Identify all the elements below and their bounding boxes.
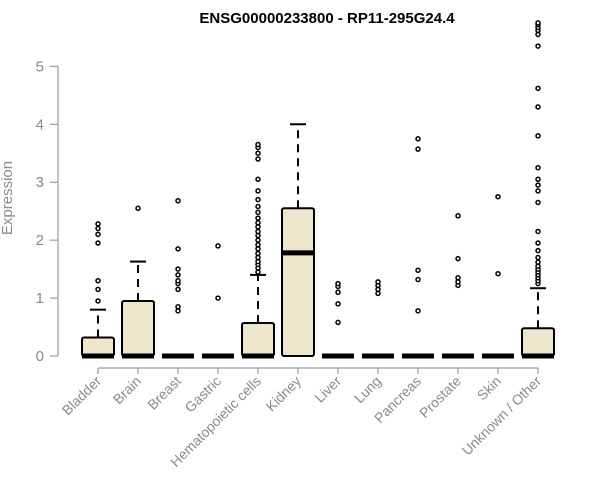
outlier-point (535, 228, 541, 235)
outlier-point (535, 20, 541, 26)
outlier-point (215, 295, 221, 301)
outlier-point (175, 277, 181, 284)
outlier-point (135, 205, 141, 212)
outlier-point (455, 275, 461, 281)
outlier-point (255, 196, 261, 203)
outlier-point (255, 215, 261, 221)
outlier-point (535, 104, 541, 110)
outlier-point (215, 243, 221, 249)
outlier-point (535, 182, 541, 188)
box-kidney (281, 123, 315, 357)
outlier-point (175, 304, 181, 310)
x-tick-label: Skin (474, 373, 505, 404)
outlier-point (535, 176, 541, 183)
outlier-point (255, 209, 261, 216)
iqr-box (521, 327, 555, 358)
box-liver (322, 280, 354, 359)
outlier-point (95, 240, 101, 246)
outlier-point (535, 259, 541, 265)
outlier-point (335, 280, 341, 287)
box-breast (162, 197, 194, 359)
box-pancreas (402, 136, 434, 359)
outlier-point (255, 220, 261, 226)
x-tick-label: Prostate (416, 373, 464, 421)
outlier-point (175, 246, 181, 252)
outlier-point (175, 286, 181, 293)
outlier-point (95, 286, 101, 293)
outlier-point (535, 133, 541, 139)
outlier-point (535, 188, 541, 194)
outlier-point (535, 254, 541, 261)
outlier-point (255, 228, 261, 235)
outlier-point (375, 279, 381, 285)
outlier-point (255, 237, 261, 243)
outlier-point (455, 255, 461, 262)
x-tick-label: Bladder (59, 373, 105, 419)
outlier-point (95, 221, 101, 227)
box-skin (482, 193, 514, 359)
box-unknown-other (521, 20, 555, 359)
outlier-point (255, 250, 261, 257)
outlier-point (95, 298, 101, 304)
outlier-point (415, 146, 421, 152)
x-tick-label: Breast (144, 373, 184, 413)
outlier-point (455, 213, 461, 219)
outlier-point (415, 276, 421, 283)
outlier-point (415, 308, 421, 314)
iqr-box (281, 207, 315, 357)
outlier-point (95, 231, 101, 238)
box-prostate (442, 213, 474, 359)
y-axis: 0 1 2 3 4 5 (36, 58, 59, 365)
outlier-point (335, 301, 341, 307)
iqr-box (121, 299, 155, 357)
outlier-point (175, 272, 181, 278)
outlier-point (415, 136, 421, 142)
x-tick-label: Lung (351, 373, 384, 406)
y-tick-label: 5 (36, 58, 44, 75)
outlier-point (255, 203, 261, 210)
x-tick-label: Liver (311, 373, 344, 406)
outlier-point (495, 270, 501, 277)
outlier-point (535, 199, 541, 206)
outlier-point (535, 164, 541, 171)
box-bladder (81, 221, 115, 359)
outlier-point (335, 289, 341, 296)
outlier-point (415, 267, 421, 274)
outlier-point (255, 150, 261, 156)
outlier-point (175, 266, 181, 272)
box-gastric (202, 243, 234, 359)
y-tick-label: 3 (36, 174, 44, 191)
chart-title: ENSG00000233800 - RP11-295G24.4 (199, 10, 455, 27)
outlier-point (175, 197, 181, 204)
box-lung (362, 279, 394, 359)
outlier-point (255, 156, 261, 162)
x-tick-label: Brain (110, 373, 144, 407)
y-axis-label: Expression (0, 161, 16, 235)
outlier-point (535, 43, 541, 49)
outlier-point (255, 176, 261, 183)
y-tick-label: 4 (36, 116, 44, 133)
iqr-box (241, 321, 275, 357)
box-brain (121, 205, 155, 359)
outlier-point (335, 319, 341, 326)
outlier-point (95, 225, 101, 232)
outlier-point (535, 85, 541, 92)
outlier-point (255, 188, 261, 194)
box-series (81, 20, 555, 359)
outlier-point (95, 277, 101, 284)
outlier-point (535, 247, 541, 254)
outlier-point (255, 141, 261, 148)
outlier-point (255, 242, 261, 248)
x-tick-label: Kidney (263, 373, 305, 415)
outlier-point (535, 240, 541, 246)
y-tick-label: 0 (36, 348, 44, 365)
iqr-box (81, 336, 115, 357)
y-tick-label: 2 (36, 232, 44, 249)
box-hematopoietic-cells (241, 141, 275, 359)
y-tick-label: 1 (36, 290, 44, 307)
outlier-point (495, 193, 501, 200)
